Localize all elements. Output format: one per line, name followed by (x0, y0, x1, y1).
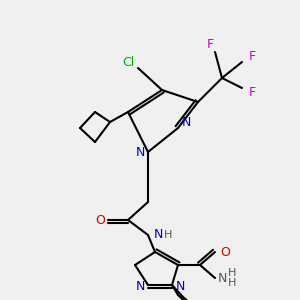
Text: H: H (164, 230, 172, 240)
Text: F: F (248, 50, 256, 64)
Text: N: N (181, 116, 191, 130)
Text: N: N (135, 280, 145, 293)
Text: N: N (175, 280, 185, 293)
Text: F: F (248, 86, 256, 100)
Text: F: F (206, 38, 214, 50)
Text: O: O (220, 245, 230, 259)
Text: H: H (228, 278, 236, 288)
Text: N: N (135, 146, 145, 158)
Text: H: H (228, 268, 236, 278)
Text: N: N (153, 229, 163, 242)
Text: N: N (217, 272, 227, 284)
Text: Cl: Cl (122, 56, 134, 68)
Text: O: O (95, 214, 105, 226)
